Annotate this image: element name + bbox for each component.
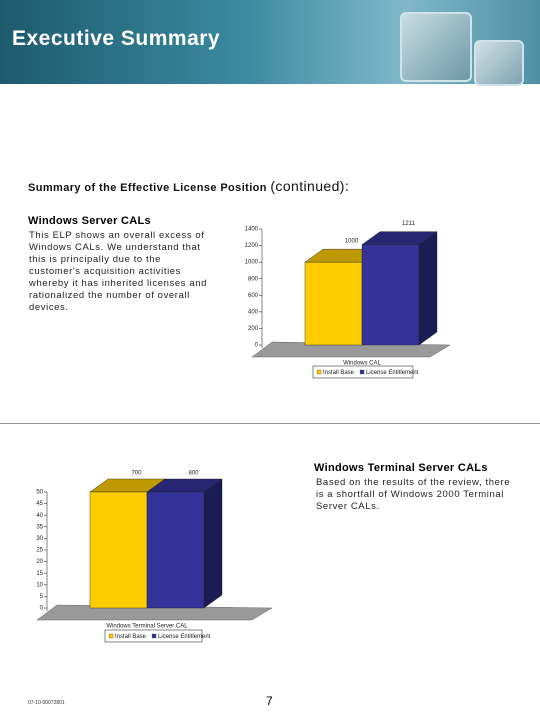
y-tick-label: 15 — [36, 571, 43, 577]
y-tick-label: 600 — [248, 293, 259, 299]
bar — [304, 261, 363, 346]
bar — [361, 244, 420, 346]
section-text: This ELP shows an overall excess of Wind… — [29, 230, 207, 313]
y-tick-label: 400 — [248, 309, 259, 315]
data-label: 800 — [188, 471, 199, 477]
y-tick-label: 20 — [36, 559, 43, 565]
y-tick-label: 0 — [255, 343, 259, 349]
y-tick-label: 0 — [40, 606, 44, 612]
legend-swatch — [316, 369, 322, 375]
y-tick-label: 5 — [40, 594, 44, 600]
floor — [251, 341, 451, 358]
data-label: 700 — [131, 471, 142, 477]
legend-swatch — [359, 369, 365, 375]
header-bar: Executive Summary — [0, 0, 540, 86]
legend-swatch — [108, 633, 114, 639]
section-text: Based on the results of the review, ther… — [316, 477, 511, 512]
y-tick-label: 1200 — [245, 243, 259, 249]
bar — [146, 491, 205, 609]
y-tick-label: 1000 — [245, 260, 259, 266]
section-title: Windows Terminal Server CALs — [314, 462, 488, 474]
x-tick-label: Windows CAL — [343, 361, 381, 367]
y-tick-label: 40 — [36, 513, 43, 519]
legend-label: License Entitlement — [366, 370, 419, 376]
bar-side — [418, 231, 438, 346]
floor — [36, 604, 273, 621]
y-tick-label: 200 — [248, 326, 259, 332]
data-label: 1211 — [402, 221, 416, 227]
photo — [474, 40, 524, 86]
legend-label: Install Base — [115, 634, 147, 640]
y-tick-label: 45 — [36, 501, 43, 507]
bar — [89, 491, 148, 609]
heading-suffix: (continued): — [270, 178, 350, 194]
page-number: 7 — [266, 694, 273, 708]
y-tick-label: 1400 — [245, 227, 259, 233]
heading-main: Summary of the Effective License Positio… — [28, 182, 267, 194]
section-title: Windows Server CALs — [28, 215, 151, 227]
legend-label: License Entitlement — [158, 634, 211, 640]
header-title: Executive Summary — [12, 27, 221, 50]
x-tick-label: Windows Terminal Server CAL — [106, 624, 188, 630]
heading: Summary of the Effective License Positio… — [28, 178, 349, 194]
y-tick-label: 35 — [36, 524, 43, 530]
legend-label: Install Base — [323, 370, 355, 376]
footer-code: 07-10-00072801 — [28, 700, 65, 706]
photo — [400, 12, 472, 82]
legend-swatch — [151, 633, 157, 639]
y-tick-label: 50 — [36, 490, 43, 496]
divider — [0, 423, 540, 424]
y-tick-label: 25 — [36, 548, 43, 554]
y-tick-label: 10 — [36, 582, 43, 588]
y-tick-label: 30 — [36, 536, 43, 542]
data-label: 1000 — [345, 239, 359, 245]
bar-side — [203, 478, 223, 609]
y-tick-label: 800 — [248, 276, 259, 282]
